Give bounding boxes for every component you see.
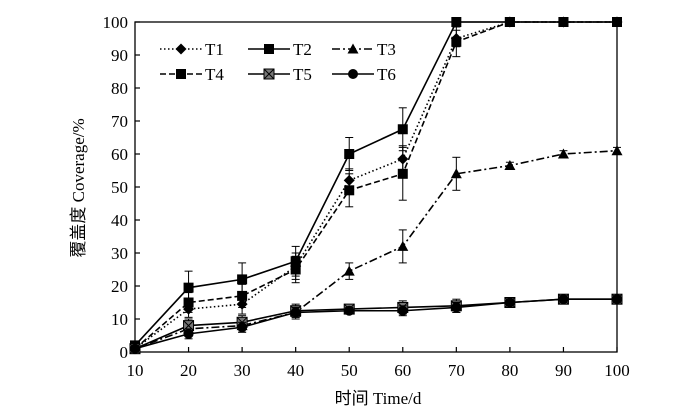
x-tick-label: 60 <box>394 361 411 380</box>
x-tick-label: 10 <box>127 361 144 380</box>
series-line <box>134 298 617 350</box>
data-point <box>183 297 194 308</box>
data-point <box>450 168 462 179</box>
legend: T1 T2 T3 T4 T5 T6 <box>160 40 396 84</box>
y-tick-label: 50 <box>111 178 128 197</box>
data-point <box>237 290 248 301</box>
legend-item-t1: T1 <box>160 40 224 59</box>
marker-cross <box>263 68 275 80</box>
data-point <box>130 343 140 354</box>
data-point <box>451 36 462 47</box>
data-point <box>504 297 515 308</box>
y-tick-label: 10 <box>111 310 128 329</box>
data-point <box>397 240 409 251</box>
y-tick-label: 30 <box>111 244 128 263</box>
series-line <box>134 21 617 350</box>
legend-marker <box>264 44 274 54</box>
legend-marker <box>348 69 358 79</box>
y-tick-label: 100 <box>103 13 129 32</box>
data-point <box>344 149 355 159</box>
data-point <box>612 17 622 27</box>
legend-item-t4: T4 <box>160 65 224 84</box>
x-tick-label: 80 <box>501 361 518 380</box>
legend-label: T6 <box>377 65 396 84</box>
data-point <box>237 322 248 333</box>
legend-label: T1 <box>205 40 224 59</box>
y-axis-label: 覆盖度 Coverage/% <box>69 118 88 257</box>
y-axis-ticks: 0 10 20 30 40 50 60 70 80 90 100 <box>103 13 140 362</box>
data-point <box>451 302 462 313</box>
y-tick-label: 40 <box>111 211 128 230</box>
legend-item-t3: T3 <box>332 40 396 59</box>
legend-label: T3 <box>377 40 396 59</box>
y-tick-label: 80 <box>111 79 128 98</box>
data-point <box>183 328 194 339</box>
legend-item-t2: T2 <box>248 40 312 59</box>
x-tick-label: 20 <box>180 361 197 380</box>
legend-marker <box>176 69 186 79</box>
series-t5 <box>129 293 623 355</box>
y-tick-label: 60 <box>111 145 128 164</box>
data-point <box>451 17 462 27</box>
legend-marker <box>263 68 275 80</box>
data-point <box>504 17 515 27</box>
data-point <box>397 168 408 179</box>
y-tick-label: 90 <box>111 46 128 65</box>
data-point <box>611 145 623 156</box>
data-point <box>612 294 622 305</box>
series-layer <box>129 16 623 355</box>
data-point <box>504 160 516 171</box>
legend-label: T4 <box>205 65 224 84</box>
y-tick-label: 20 <box>111 277 128 296</box>
legend-label: T5 <box>293 65 312 84</box>
data-point <box>558 294 569 305</box>
x-tick-label: 30 <box>234 361 251 380</box>
x-tick-label: 40 <box>287 361 304 380</box>
data-point <box>397 124 408 135</box>
data-point <box>290 264 301 275</box>
data-point <box>237 274 248 285</box>
legend-marker <box>175 43 187 55</box>
y-tick-label: 0 <box>120 343 129 362</box>
x-axis-ticks: 10 20 30 40 50 60 70 80 90 100 <box>127 347 630 380</box>
series-t1 <box>129 16 623 355</box>
series-line <box>134 149 618 350</box>
series-t6 <box>130 294 622 354</box>
y-tick-label: 70 <box>111 112 128 131</box>
x-axis-label: 时间 Time/d <box>335 389 422 408</box>
x-tick-label: 100 <box>604 361 630 380</box>
data-point <box>183 282 194 293</box>
legend-item-t5: T5 <box>248 65 312 84</box>
series-t3 <box>129 145 623 354</box>
legend-label: T2 <box>293 40 312 59</box>
x-tick-label: 70 <box>448 361 465 380</box>
x-tick-label: 50 <box>341 361 358 380</box>
series-t4 <box>130 17 622 354</box>
data-point <box>397 305 408 316</box>
data-point <box>344 185 355 196</box>
data-point <box>557 148 569 159</box>
data-point <box>558 17 569 27</box>
data-point <box>344 305 355 316</box>
data-point <box>343 265 355 276</box>
legend-item-t6: T6 <box>332 65 396 84</box>
legend-marker <box>347 43 359 54</box>
series-line <box>134 21 617 350</box>
x-tick-label: 90 <box>555 361 572 380</box>
data-point <box>290 307 301 318</box>
